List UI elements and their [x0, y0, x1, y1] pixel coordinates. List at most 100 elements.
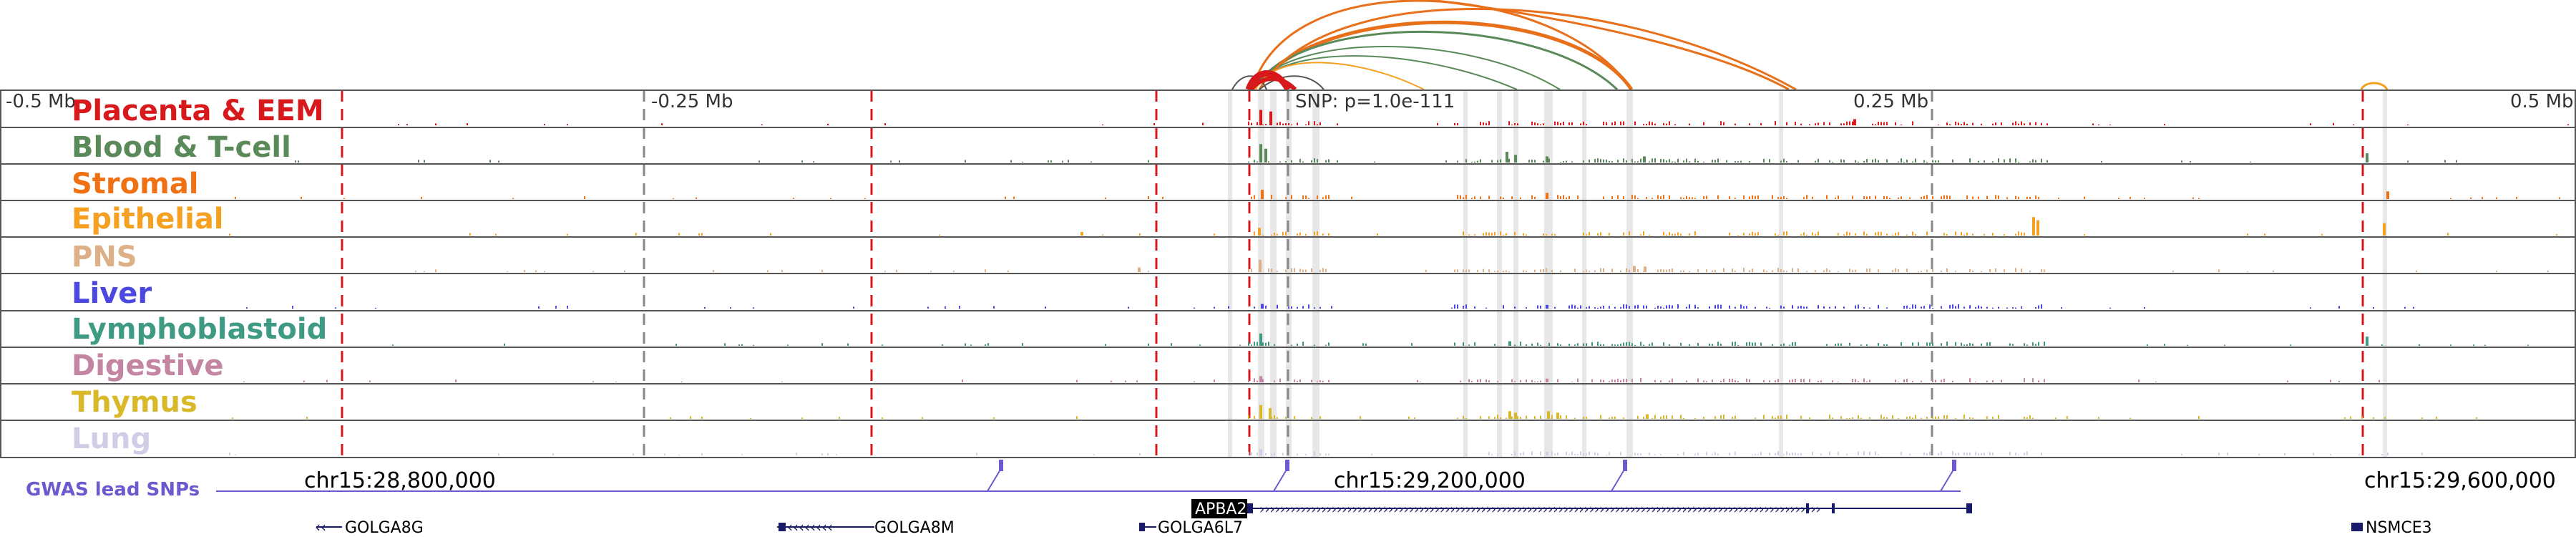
signal-bar: [1194, 307, 1195, 309]
signal-bar: [787, 344, 789, 346]
signal-bar: [1568, 122, 1570, 125]
track-label-placenta[interactable]: Placenta & EEM: [72, 95, 324, 127]
signal-bar: [1543, 269, 1544, 272]
signal-bar: [1271, 268, 1272, 272]
signal-bar: [2035, 195, 2036, 199]
signal-bar: [1709, 343, 1710, 346]
signal-bar: [1978, 305, 1979, 309]
gene-apba2[interactable]: APBA2 ››››››››››››››››››››››››››››››››››…: [1191, 499, 1972, 518]
signal-bar: [1297, 306, 1298, 309]
signal-bar: [1228, 306, 1229, 309]
signal-bar: [1325, 195, 1327, 199]
signal-bar: [1863, 196, 1865, 199]
signal-bar: [836, 454, 837, 455]
gwas-snp-marker[interactable]: [1623, 460, 1627, 471]
signal-bar: [1898, 417, 1899, 419]
signal-bar: [1800, 453, 1802, 455]
signal-bar: [698, 233, 700, 236]
track-label-pns[interactable]: PNS: [72, 241, 137, 274]
signal-bar: [1563, 195, 1564, 199]
signal-bar: [738, 344, 740, 346]
signal-bar: [1806, 306, 1807, 309]
track-label-blood[interactable]: Blood & T-cell: [72, 131, 291, 164]
signal-bar: [1786, 198, 1787, 199]
gwas-snp-marker[interactable]: [999, 460, 1003, 471]
signal-bar: [1640, 342, 1641, 346]
signal-bar: [1508, 271, 1510, 272]
signal-bar: [1972, 196, 1974, 199]
gwas-snp-marker[interactable]: [1285, 460, 1289, 471]
gene-exon: [779, 523, 786, 531]
signal-bar: [1414, 417, 1415, 419]
signal-bar: [1717, 453, 1719, 455]
signal-bar: [2032, 342, 2034, 346]
signal-bar: [1992, 452, 1994, 455]
signal-bar: [301, 196, 302, 199]
signal-bar: [1866, 268, 1868, 272]
signal-bar: [2015, 307, 2016, 309]
signal-bar: [1537, 305, 1538, 309]
signal-bar: [827, 123, 829, 125]
signal-bar: [1531, 121, 1533, 125]
signal-bar: [1609, 160, 1610, 163]
signal-bar: [1485, 307, 1487, 309]
signal-bar: [2247, 271, 2248, 272]
signal-bar: [2484, 344, 2486, 346]
track-separators: [0, 90, 2576, 458]
signal-bar: [1609, 452, 1610, 455]
signal-bar: [1288, 122, 1289, 125]
signal-bar: [1852, 417, 1853, 419]
signal-bar: [1308, 198, 1309, 199]
signal-bar: [1984, 453, 1985, 455]
signal-bar: [1732, 268, 1733, 272]
gene-golga6l7[interactable]: GOLGA6L7: [1139, 519, 1243, 537]
gwas-snp-marker[interactable]: [1952, 460, 1956, 471]
signal-bar: [1938, 416, 1939, 419]
track-label-lung[interactable]: Lung: [72, 422, 151, 455]
signal-bar: [781, 270, 783, 272]
signal-bar: [1008, 270, 1009, 272]
track-label-digestive[interactable]: Digestive: [72, 349, 224, 382]
signal-bar: [1709, 306, 1710, 309]
gene-label: GOLGA8M: [874, 519, 955, 537]
signal-bar: [1299, 158, 1301, 163]
signal-bar: [1654, 307, 1656, 309]
signal-bar: [1849, 268, 1850, 272]
signal-bar: [2021, 306, 2022, 309]
signal-bar: [1952, 380, 1953, 382]
signal-bar: [635, 233, 637, 236]
signal-bar: [1497, 270, 1498, 272]
signal-bar: [2058, 198, 2059, 199]
signal-bar: [1314, 344, 1315, 346]
signal-bar: [1594, 307, 1596, 309]
track-label-liver[interactable]: Liver: [72, 277, 152, 310]
signal-bar: [1912, 381, 1913, 382]
signal-bar: [1437, 122, 1438, 125]
track-label-lymphoblastoid[interactable]: Lymphoblastoid: [72, 313, 327, 346]
signal-bar: [1609, 381, 1610, 382]
signal-bar: [1875, 158, 1876, 163]
signal-bar: [1806, 195, 1807, 199]
signal-bar: [1958, 453, 1959, 455]
gene-label: APBA2: [1195, 500, 1246, 518]
signal-bar: [1062, 160, 1063, 163]
signal-bar: [1955, 231, 1956, 236]
track-label-thymus[interactable]: Thymus: [72, 386, 197, 419]
signal-bar: [1669, 268, 1670, 272]
gene-golga8m[interactable]: ‹‹‹‹‹‹‹‹ GOLGA8M: [777, 518, 955, 537]
signal-bar: [1992, 233, 1994, 236]
gene-golga8g[interactable]: ‹‹ GOLGA8G: [315, 518, 424, 537]
signal-bar: [741, 344, 743, 346]
signal-bar: [538, 306, 540, 309]
signal-bar: [1820, 380, 1822, 382]
signal-bar: [1775, 417, 1776, 419]
gene-nsmce3[interactable]: NSMCE3: [2351, 519, 2432, 537]
track-label-epithelial[interactable]: Epithelial: [72, 203, 224, 236]
signal-bar: [1589, 159, 1590, 163]
signal-bar: [1560, 161, 1561, 163]
signal-bar: [1586, 306, 1587, 309]
signal-bar: [2444, 160, 2446, 163]
track-label-stromal[interactable]: Stromal: [72, 168, 199, 200]
signal-bar: [2190, 161, 2191, 163]
loop-arc: [1251, 0, 1633, 90]
